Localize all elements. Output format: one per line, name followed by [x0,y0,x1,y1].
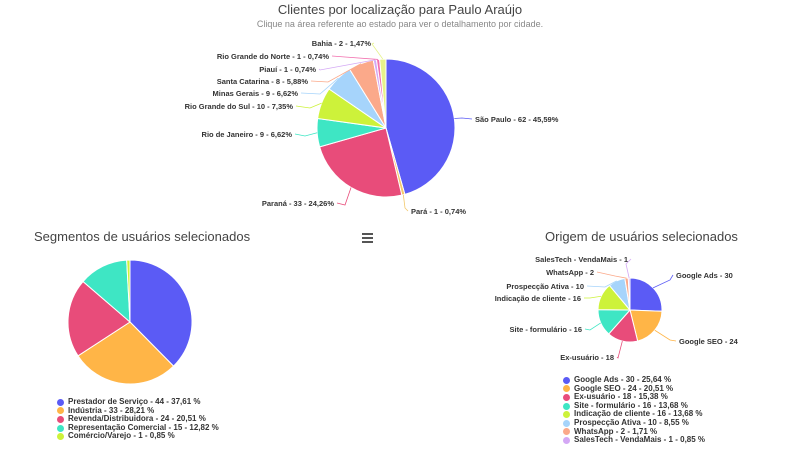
legend-label: Site - formulário - 16 - 13,68 % [574,400,688,410]
origin-connector [596,271,627,279]
location-connector [295,102,322,109]
origin-data-label: Ex-usuário - 18 [560,353,614,362]
origin-connector [584,322,601,331]
legend-label: Prospecção Ativa - 10 - 8,55 % [574,417,689,427]
location-connector [402,194,409,212]
origin-data-label: Google SEO - 24 [679,337,739,346]
legend-item[interactable]: WhatsApp - 2 - 1,71 % [563,426,705,437]
legend-swatch [563,376,570,384]
origin-connector [584,295,602,299]
legend-swatch [563,428,570,436]
legend-swatch [57,398,64,406]
legend-swatch [57,424,64,432]
origin-slice[interactable] [629,277,663,312]
legend-item[interactable]: Indústria - 33 - 28,21 % [57,405,219,416]
origin-slice[interactable] [629,309,663,342]
location-slice[interactable] [385,58,456,195]
location-connector [310,63,362,83]
legend-item[interactable]: Comércio/Varejo - 1 - 0,85 % [57,432,219,441]
origin-connector [652,274,674,289]
legend-swatch [563,385,570,393]
segments-slice[interactable] [126,259,131,323]
origin-data-label: Google Ads - 30 [676,271,733,280]
location-connector [331,55,379,60]
segments-legend: Prestador de Serviço - 44 - 37,61 % Indús… [57,397,219,441]
chart-title-location: Clientes por localização para Paulo Araú… [277,2,523,17]
legend-item[interactable]: SalesTech - VendaMais - 1 - 0,85 % [563,436,705,445]
legend-label: Comércio/Varejo - 1 - 0,85 % [68,431,175,441]
origin-data-label: SalesTech - VendaMais - 1 [535,255,628,264]
origin-connector [616,340,623,359]
legend-item[interactable]: Google SEO - 24 - 20,51 % [563,383,705,394]
legend-item[interactable]: Prestador de Serviço - 44 - 37,61 % [57,397,219,407]
location-data-label: Rio Grande do Sul - 10 - 7,35% [185,102,294,111]
origin-data-label: Indicação de cliente - 16 [495,294,581,303]
origin-connector [586,280,617,288]
legend-item[interactable]: Google Ads - 30 - 25,64 % [563,375,705,385]
legend-swatch [563,411,570,419]
legend-item[interactable]: Prospecção Ativa - 10 - 8,55 % [563,417,705,428]
legend-swatch [563,393,570,401]
legend-item[interactable]: Indicação de cliente - 16 - 13,68 % [563,410,705,419]
origin-data-label: Site - formulário - 16 [509,325,582,334]
location-connector [318,59,375,71]
legend-item[interactable]: Ex-usuário - 18 - 15,38 % [563,393,705,402]
origin-data-label: WhatsApp - 2 [546,268,594,277]
location-connector [300,77,339,95]
legend-item[interactable]: Representação Comercial - 15 - 12,82 % [57,422,219,433]
location-data-label: São Paulo - 62 - 45,59% [475,115,559,124]
legend-label: WhatsApp - 2 - 1,71 % [574,426,658,436]
legend-label: Google Ads - 30 - 25,64 % [574,375,672,384]
location-connector [294,132,318,137]
legend-label: Revenda/Distribuidora - 24 - 20,51 % [68,414,206,424]
location-connector [454,117,473,120]
legend-swatch [57,415,64,423]
legend-label: Indústria - 33 - 28,21 % [68,405,155,415]
location-connector [371,42,384,60]
segments-slice[interactable] [129,259,193,367]
legend-label: Representação Comercial - 15 - 12,82 % [68,422,219,432]
legend-swatch [563,419,570,427]
location-data-label: Bahia - 2 - 1,47% [312,39,372,48]
location-data-label: Pará - 1 - 0,74% [411,207,466,216]
location-data-label: Rio Grande do Norte - 1 - 0,74% [217,52,329,61]
origin-legend: Google Ads - 30 - 25,64 % Google SEO - 24… [563,375,705,445]
location-data-label: Paraná - 33 - 24,26% [262,199,334,208]
legend-item[interactable]: Revenda/Distribuidora - 24 - 20,51 % [57,415,219,424]
location-connector [336,187,352,206]
legend-swatch [563,402,570,410]
origin-data-label: Prospecção Ativa - 10 [506,282,584,291]
origin-connector [654,329,677,342]
legend-swatch [57,433,64,441]
legend-swatch [563,436,570,444]
legend-label: SalesTech - VendaMais - 1 - 0,85 % [574,435,706,445]
legend-swatch [57,407,64,415]
location-data-label: Piauí - 1 - 0,74% [259,65,316,74]
origin-connector [625,258,632,279]
segments-slice[interactable] [67,280,131,357]
location-data-label: Rio de Janeiro - 9 - 6,62% [202,130,293,139]
chart-title-origin: Origem de usuários selecionados [545,229,738,244]
legend-label: Ex-usuário - 18 - 15,38 % [574,392,668,402]
hamburger-menu-icon[interactable] [362,233,373,243]
chart-subtitle-location: Clique na área referente ao estado para … [256,19,544,29]
legend-label: Indicação de cliente - 16 - 13,68 % [574,409,703,419]
chart-title-segments: Segmentos de usuários selecionados [34,229,251,244]
location-data-label: Santa Catarina - 8 - 5,88% [217,77,309,86]
legend-item[interactable]: Site - formulário - 16 - 13,68 % [563,400,705,411]
legend-label: Google SEO - 24 - 20,51 % [574,383,674,393]
segments-slice[interactable] [77,321,175,385]
legend-label: Prestador de Serviço - 44 - 37,61 % [68,397,201,406]
location-data-label: Minas Gerais - 9 - 6,62% [213,89,299,98]
